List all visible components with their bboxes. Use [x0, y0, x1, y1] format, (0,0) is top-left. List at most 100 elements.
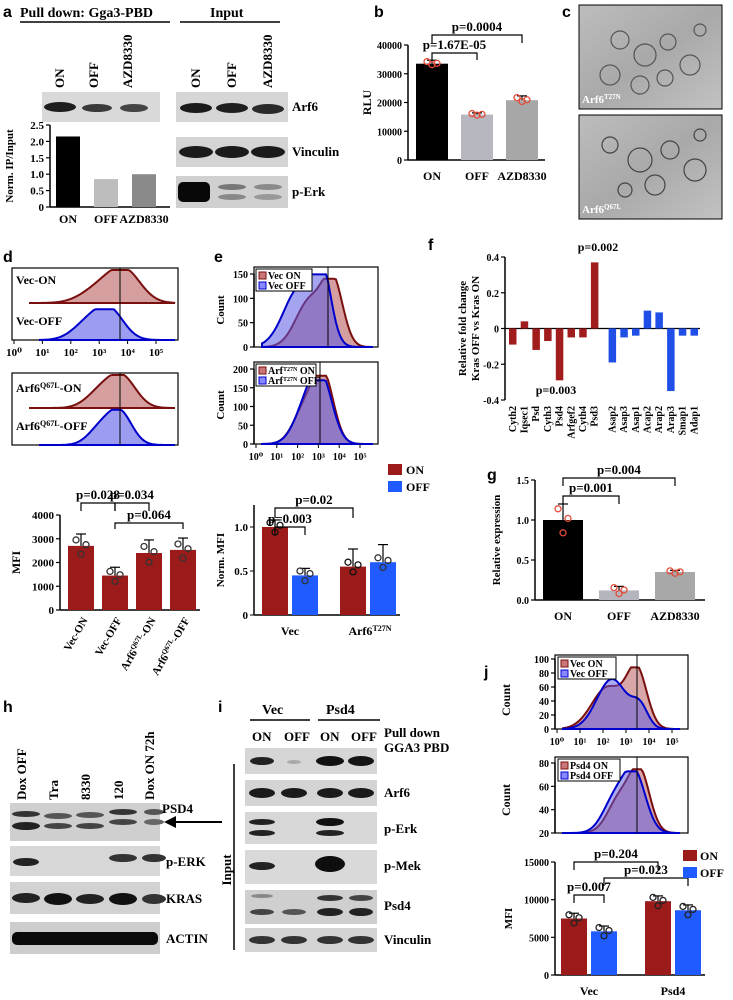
blot-label: PSD4 — [162, 801, 194, 816]
blot-label: GGA3 PBD — [384, 740, 449, 755]
lane-label: ON — [188, 68, 203, 88]
bar — [68, 545, 94, 610]
significance-bracket — [431, 52, 478, 60]
chart-d: 0 1000 2000 3000 4000 MFI Vec-ON Vec-OFFArf6Q67… — [9, 487, 200, 678]
bar — [591, 931, 617, 975]
bar — [102, 575, 128, 610]
y-tick-label: 150 — [233, 270, 248, 281]
x-tick-label: 10⁵ — [666, 737, 679, 748]
bar — [136, 553, 162, 610]
bar — [678, 328, 687, 336]
y-tick-label: 100 — [233, 403, 248, 414]
data-point — [423, 57, 431, 66]
panel-label-f: f — [428, 237, 434, 254]
data-point — [659, 896, 667, 905]
p-value-label: p=0.003 — [536, 383, 577, 397]
panel-label-g: g — [487, 467, 497, 484]
legend-label: ON — [406, 463, 424, 477]
y-tick-label: 0 — [494, 325, 499, 336]
y-tick-label: 150 — [233, 384, 248, 395]
blot-label: Vinculin — [384, 932, 432, 947]
input-label: Input — [219, 854, 234, 886]
x-tick-label: Arap3 — [666, 406, 677, 433]
bar — [567, 328, 575, 338]
histogram-d: Vec-ON Vec-OFF 10⁰ 10¹ 10² 10³ 10⁴ 10⁵ Arf6Q67L-… — [6, 267, 179, 446]
data-point — [306, 569, 314, 578]
bar — [94, 179, 118, 207]
legend-label: ON — [700, 849, 718, 863]
x-tick-label: Asap2 — [607, 406, 618, 433]
y-tick-label: 0.4 — [487, 253, 500, 264]
x-tick-label: Psd4 — [555, 406, 566, 427]
y-tick-label: 0 — [397, 156, 402, 167]
histogram-psd4-off — [562, 770, 681, 834]
y-tick-label: 1.0 — [30, 169, 44, 181]
significance-bracket — [274, 526, 306, 535]
bar — [416, 63, 448, 160]
p-value-label: p=0.0004 — [452, 19, 503, 34]
legend-swatch — [560, 771, 569, 780]
data-point — [610, 583, 618, 592]
y-tick-label: 60 — [539, 683, 549, 694]
y-axis-title: Count — [215, 295, 227, 325]
lane-label: 120 — [111, 781, 126, 801]
y-tick-label: -0.4 — [483, 396, 499, 407]
x-tick-label: Vec-OFF — [93, 615, 125, 658]
x-tick-label: 10² — [597, 737, 610, 748]
panel-c: c Arf6T27N Arf6Q67L — [562, 4, 723, 220]
y-tick-label: 0.5 — [517, 556, 530, 567]
legend-label: Vec ON — [268, 271, 301, 282]
p-value-label: p=0.064 — [127, 507, 171, 522]
x-tick-label: Vec — [580, 984, 599, 998]
legend-swatch — [258, 366, 267, 375]
significance-bracket — [431, 34, 523, 43]
significance-bracket — [274, 507, 354, 518]
y-tick-label: 0 — [243, 343, 248, 354]
x-tick-label: Cyth3 — [543, 406, 554, 432]
panel-g: g 0.0 0.5 1.0 1.5 Relative expression ON OFF AZ… — [487, 462, 705, 623]
y-axis-title: MFI — [503, 908, 515, 929]
data-point — [428, 61, 436, 69]
x-tick-label: AZD8330 — [650, 609, 699, 623]
panel-label-i: i — [218, 699, 222, 716]
lane-label: OFF — [351, 729, 377, 744]
data-point — [433, 59, 441, 67]
bar — [667, 328, 675, 392]
legend-label: ArfT27N OFF — [268, 376, 320, 387]
y-tick-label: 20 — [539, 711, 549, 722]
blot-label: p-Erk — [292, 184, 326, 199]
data-point — [72, 536, 80, 544]
panel-a: a Pull down: Gga3-PBD Input ON OFF AZD83… — [3, 4, 340, 226]
p-value-label: p=0.02 — [295, 492, 332, 507]
panel-label-c: c — [562, 4, 571, 21]
x-tick-label: 10² — [291, 452, 304, 463]
x-tick-label: Arf6Q67L-ON — [118, 615, 159, 673]
x-tick-label: 10² — [64, 347, 79, 359]
legend-swatch — [560, 669, 569, 678]
panel-label-j: j — [483, 664, 488, 681]
data-point — [301, 577, 309, 585]
significance-bracket — [573, 894, 605, 903]
significance-bracket — [114, 502, 150, 511]
x-tick-label: 10¹ — [270, 452, 283, 463]
significance-bracket — [562, 495, 620, 504]
legend-swatch — [258, 271, 267, 280]
bar — [340, 566, 366, 615]
y-axis-title: MFI — [9, 551, 23, 575]
x-tick-label: ON — [554, 609, 572, 623]
y-tick-label: 40000 — [377, 41, 402, 52]
x-tick-label: 10¹ — [35, 347, 49, 359]
x-tick-label: Vec — [281, 624, 300, 638]
significance-bracket — [562, 477, 676, 486]
data-point — [179, 554, 187, 562]
significance-bracket — [80, 502, 116, 511]
panel-label-h: h — [3, 699, 13, 716]
bar — [461, 114, 493, 160]
legend-box — [557, 656, 617, 680]
group-label: Psd4 — [326, 703, 355, 718]
y-tick-label: 20000 — [377, 99, 402, 110]
bar — [262, 527, 288, 615]
data-point — [478, 110, 486, 119]
blot-label: Arf6 — [292, 99, 318, 114]
